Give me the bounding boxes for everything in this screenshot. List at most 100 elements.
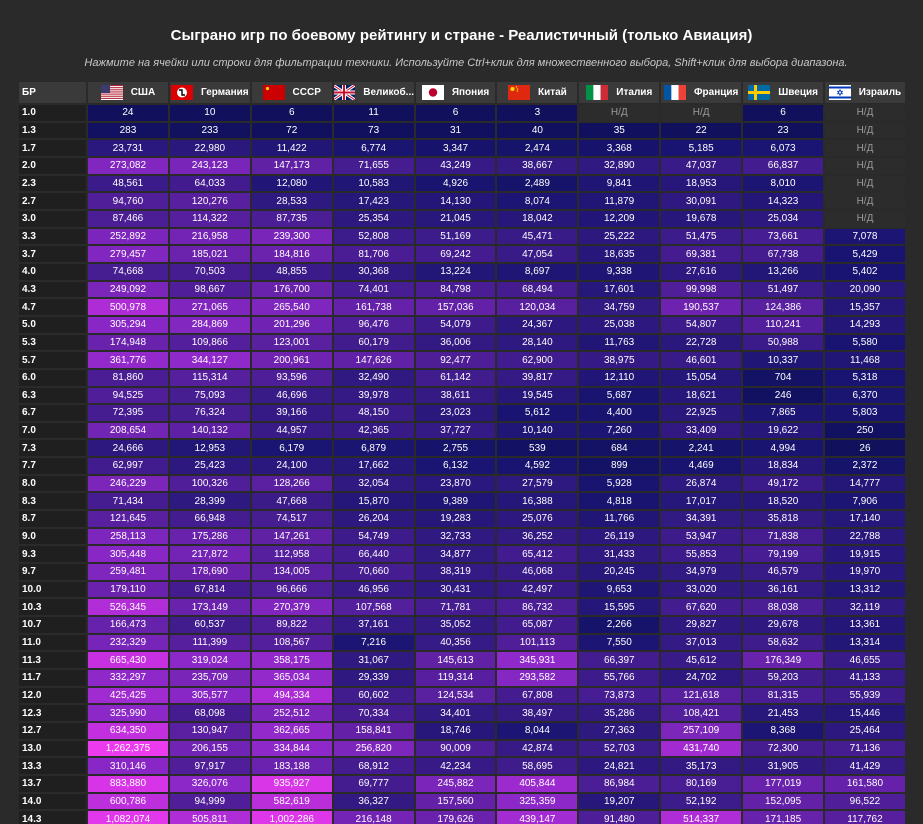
- table-cell[interactable]: 358,175: [250, 651, 333, 669]
- table-cell[interactable]: 84,798: [414, 280, 497, 299]
- table-cell[interactable]: 109,866: [168, 333, 251, 352]
- table-cell[interactable]: 71,781: [414, 598, 497, 617]
- table-cell[interactable]: 33,409: [660, 421, 743, 440]
- table-cell[interactable]: 935,927: [250, 774, 333, 793]
- table-cell[interactable]: 108,567: [250, 633, 333, 652]
- table-row[interactable]: 5.0 305,294 284,869 201,296 96,476 54,079 24,3…: [18, 315, 906, 334]
- table-cell[interactable]: 201,296: [250, 315, 333, 334]
- table-cell[interactable]: 27,363: [578, 721, 661, 740]
- table-cell[interactable]: 250: [824, 421, 906, 440]
- br-label[interactable]: 4.0: [18, 262, 87, 281]
- table-cell[interactable]: 252,512: [250, 704, 333, 722]
- table-cell[interactable]: 71,434: [87, 492, 169, 511]
- table-cell[interactable]: 11,766: [578, 510, 661, 528]
- table-row[interactable]: 2.0 273,082 243,123 147,173 71,655 43,249 38,6…: [18, 156, 906, 175]
- table-cell[interactable]: 22,925: [660, 404, 743, 422]
- table-cell[interactable]: 72: [250, 121, 333, 140]
- country-header-3[interactable]: СССР: [250, 81, 333, 104]
- table-cell[interactable]: 152,095: [742, 792, 825, 811]
- table-cell[interactable]: 18,953: [660, 174, 743, 193]
- br-label[interactable]: 6.0: [18, 368, 87, 387]
- table-cell[interactable]: 11,879: [578, 192, 661, 210]
- table-cell[interactable]: 279,457: [87, 245, 169, 263]
- table-row[interactable]: 9.3 305,448 217,872 112,958 66,440 34,877 65,4…: [18, 545, 906, 564]
- table-cell[interactable]: 22,980: [168, 139, 251, 157]
- table-cell[interactable]: 38,611: [414, 386, 497, 405]
- br-label[interactable]: 2.7: [18, 192, 87, 210]
- table-cell[interactable]: 123,001: [250, 333, 333, 352]
- country-header-7[interactable]: Италия: [578, 81, 661, 104]
- table-cell[interactable]: 11,422: [250, 139, 333, 157]
- table-cell[interactable]: 271,065: [168, 298, 251, 316]
- table-cell[interactable]: 19,283: [414, 510, 497, 528]
- table-cell[interactable]: 13,266: [742, 262, 825, 281]
- table-cell[interactable]: 81,315: [742, 686, 825, 705]
- table-cell[interactable]: 4,592: [496, 457, 579, 475]
- table-cell[interactable]: 2,241: [660, 439, 743, 458]
- table-cell[interactable]: 6,132: [414, 457, 497, 475]
- table-cell[interactable]: 174,948: [87, 333, 169, 352]
- table-cell[interactable]: 147,261: [250, 527, 333, 546]
- table-cell[interactable]: 6: [250, 104, 333, 122]
- table-row[interactable]: 10.7 166,473 60,537 89,822 37,161 35,052 65,08…: [18, 616, 906, 634]
- table-cell[interactable]: 67,620: [660, 598, 743, 617]
- table-cell[interactable]: 310,146: [87, 757, 169, 775]
- table-row[interactable]: 6.0 81,860 115,314 93,596 32,490 61,142 39,817…: [18, 368, 906, 387]
- br-label[interactable]: 3.0: [18, 209, 87, 228]
- table-cell[interactable]: 59,203: [742, 669, 825, 687]
- table-row[interactable]: 11.7 332,297 235,709 365,034 29,339 119,314 29…: [18, 669, 906, 687]
- br-label[interactable]: 13.7: [18, 774, 87, 793]
- table-row[interactable]: 9.0 258,113 175,286 147,261 54,749 32,733 36,2…: [18, 527, 906, 546]
- table-cell[interactable]: 19,545: [496, 386, 579, 405]
- table-cell[interactable]: 16,388: [496, 492, 579, 511]
- table-cell[interactable]: 81,860: [87, 368, 169, 387]
- table-cell[interactable]: 36,006: [414, 333, 497, 352]
- table-cell[interactable]: 239,300: [250, 227, 333, 246]
- table-cell[interactable]: 179,110: [87, 580, 169, 599]
- br-label[interactable]: 5.3: [18, 333, 87, 352]
- table-cell[interactable]: 62,997: [87, 457, 169, 475]
- table-cell[interactable]: 4,818: [578, 492, 661, 511]
- table-cell[interactable]: 19,678: [660, 209, 743, 228]
- table-cell[interactable]: 74,517: [250, 510, 333, 528]
- table-row[interactable]: 8.0 246,229 100,326 128,266 32,054 23,870 27,5…: [18, 474, 906, 493]
- table-cell[interactable]: 30,091: [660, 192, 743, 210]
- table-cell[interactable]: 12,209: [578, 209, 661, 228]
- table-cell[interactable]: 14,130: [414, 192, 497, 210]
- table-cell[interactable]: 47,037: [660, 156, 743, 175]
- br-label[interactable]: 2.3: [18, 174, 87, 193]
- table-cell[interactable]: 15,870: [332, 492, 415, 511]
- br-label[interactable]: 14.3: [18, 810, 87, 824]
- table-cell[interactable]: 69,242: [414, 245, 497, 263]
- table-cell[interactable]: 184,816: [250, 245, 333, 263]
- table-cell[interactable]: 13,312: [824, 580, 906, 599]
- table-cell[interactable]: 94,760: [87, 192, 169, 210]
- table-cell[interactable]: 13,361: [824, 616, 906, 634]
- table-cell-na[interactable]: Н/Д: [578, 104, 661, 122]
- table-cell[interactable]: 33,020: [660, 580, 743, 599]
- table-cell[interactable]: 177,019: [742, 774, 825, 793]
- table-cell[interactable]: 32,054: [332, 474, 415, 493]
- table-cell[interactable]: 51,169: [414, 227, 497, 246]
- table-cell[interactable]: 183,188: [250, 757, 333, 775]
- table-cell[interactable]: 124,534: [414, 686, 497, 705]
- table-cell[interactable]: 62,900: [496, 351, 579, 369]
- table-cell[interactable]: 500,978: [87, 298, 169, 316]
- table-row[interactable]: 7.3 24,666 12,953 6,179 6,879 2,755 539 684 2,24…: [18, 439, 906, 458]
- br-label[interactable]: 7.7: [18, 457, 87, 475]
- table-cell[interactable]: 20,090: [824, 280, 906, 299]
- table-cell[interactable]: 19,622: [742, 421, 825, 440]
- table-cell[interactable]: 37,727: [414, 421, 497, 440]
- table-cell[interactable]: 41,429: [824, 757, 906, 775]
- table-cell[interactable]: 23,023: [414, 404, 497, 422]
- table-cell[interactable]: 175,286: [168, 527, 251, 546]
- table-cell[interactable]: 252,892: [87, 227, 169, 246]
- table-cell[interactable]: 111,399: [168, 633, 251, 652]
- table-cell[interactable]: 19,970: [824, 563, 906, 581]
- br-label[interactable]: 11.7: [18, 669, 87, 687]
- table-cell[interactable]: 22,728: [660, 333, 743, 352]
- br-label[interactable]: 12.7: [18, 721, 87, 740]
- table-cell[interactable]: 36,327: [332, 792, 415, 811]
- table-cell[interactable]: 88,038: [742, 598, 825, 617]
- table-cell[interactable]: 25,464: [824, 721, 906, 740]
